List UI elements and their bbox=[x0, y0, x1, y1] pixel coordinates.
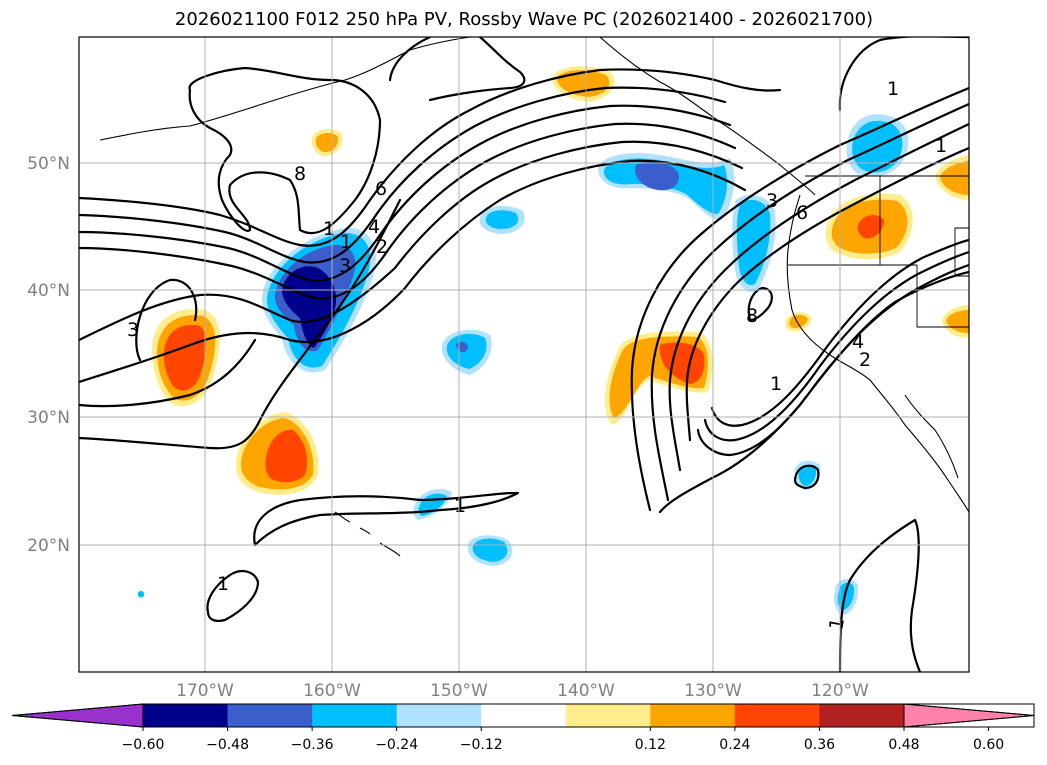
contour-label: 8 bbox=[294, 163, 306, 185]
colorbar-extend-max bbox=[904, 704, 1034, 727]
colorbar-tick-label: 0.12 bbox=[635, 737, 666, 753]
lon-label: 150°W bbox=[430, 681, 488, 701]
lat-label: 40°N bbox=[27, 281, 70, 301]
contour-label: 1 bbox=[323, 218, 335, 240]
lon-label: 140°W bbox=[557, 681, 615, 701]
negative-anomaly-region bbox=[486, 210, 518, 229]
colorbar-tick-label: −0.24 bbox=[375, 737, 418, 753]
contour-label: 4 bbox=[368, 216, 380, 238]
colorbar: −0.60 −0.48 −0.36 −0.24 −0.12 0.12 0.24 0.36 0.4… bbox=[12, 704, 1034, 753]
lat-label: 30°N bbox=[27, 408, 70, 428]
colorbar-segment bbox=[819, 704, 904, 727]
colorbar-extend-min bbox=[12, 704, 143, 727]
contour-label: 1 bbox=[887, 78, 899, 100]
colorbar-segments bbox=[12, 704, 1034, 727]
latitude-labels: 50°N 40°N 30°N 20°N bbox=[27, 154, 70, 556]
lat-label: 20°N bbox=[27, 536, 70, 556]
lon-label: 160°W bbox=[303, 681, 361, 701]
contour-label: 6 bbox=[796, 202, 808, 224]
contour-label: 1 bbox=[340, 231, 352, 253]
colorbar-segment bbox=[397, 704, 482, 727]
colorbar-segment bbox=[735, 704, 820, 727]
colorbar-tick-label: 0.36 bbox=[804, 737, 835, 753]
colorbar-tick-label: 0.48 bbox=[888, 737, 919, 753]
longitude-labels: 170°W 160°W 150°W 140°W 130°W 120°W bbox=[176, 681, 869, 701]
map-figure: 2026021100 F012 250 hPa PV, Rossby Wave … bbox=[0, 0, 1047, 765]
contour-label: 1 bbox=[454, 495, 466, 517]
colorbar-segment bbox=[143, 704, 228, 727]
lon-label: 120°W bbox=[811, 681, 869, 701]
contour-label: 1 bbox=[935, 135, 947, 157]
colorbar-tick-label: 0.24 bbox=[719, 737, 750, 753]
contour-label: 6 bbox=[375, 178, 387, 200]
colorbar-segment bbox=[566, 704, 651, 727]
lon-label: 130°W bbox=[684, 681, 742, 701]
colorbar-tick-label: 0.60 bbox=[973, 737, 1004, 753]
colorbar-segment bbox=[650, 704, 735, 727]
map-area: 8 6 4 2 3 1 1 3 1 1 3 6 8 1 1 4 2 1 1 bbox=[79, 36, 969, 672]
colorbar-tick-label: −0.12 bbox=[460, 737, 503, 753]
colorbar-segment bbox=[312, 704, 397, 727]
contour-label: 1 bbox=[770, 373, 782, 395]
contour-label: 3 bbox=[339, 255, 351, 277]
lon-label: 170°W bbox=[176, 681, 234, 701]
colorbar-tick-label: −0.60 bbox=[122, 737, 165, 753]
lat-label: 50°N bbox=[27, 154, 70, 174]
colorbar-tick-label: −0.48 bbox=[206, 737, 249, 753]
contour-label: 2 bbox=[859, 349, 871, 371]
contour-label: 3 bbox=[127, 319, 139, 341]
contour-label: 2 bbox=[376, 236, 388, 258]
contour-label: 3 bbox=[766, 190, 778, 212]
colorbar-segment bbox=[481, 704, 566, 727]
colorbar-tick-label: −0.36 bbox=[291, 737, 334, 753]
colorbar-ticks: −0.60 −0.48 −0.36 −0.24 −0.12 0.12 0.24 0.36 0.4… bbox=[122, 727, 1005, 753]
contour-label: 1 bbox=[217, 573, 229, 595]
contour-label: 8 bbox=[746, 305, 758, 327]
colorbar-segment bbox=[228, 704, 313, 727]
plot-title: 2026021100 F012 250 hPa PV, Rossby Wave … bbox=[175, 9, 873, 30]
